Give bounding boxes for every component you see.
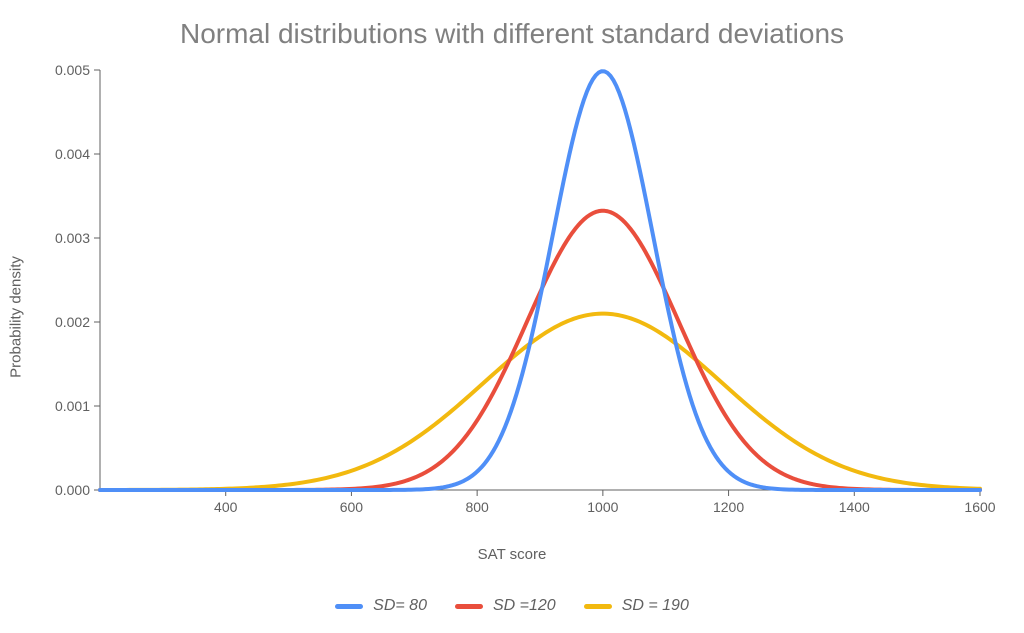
series-line xyxy=(100,314,980,490)
y-tick: 0.005 xyxy=(55,62,100,78)
legend-swatch xyxy=(455,604,483,609)
svg-text:0.003: 0.003 xyxy=(55,230,90,246)
svg-text:1000: 1000 xyxy=(587,499,618,515)
y-tick: 0.001 xyxy=(55,398,100,414)
y-tick: 0.002 xyxy=(55,314,100,330)
x-tick: 1000 xyxy=(587,490,618,515)
svg-text:1600: 1600 xyxy=(964,499,995,515)
svg-text:400: 400 xyxy=(214,499,238,515)
legend-swatch xyxy=(335,604,363,609)
y-axis-label: Probability density xyxy=(8,256,25,378)
y-tick: 0.003 xyxy=(55,230,100,246)
svg-text:0.001: 0.001 xyxy=(55,398,90,414)
legend-label: SD= 80 xyxy=(373,597,427,615)
svg-text:600: 600 xyxy=(340,499,364,515)
y-tick: 0.004 xyxy=(55,146,100,162)
legend-item: SD = 190 xyxy=(584,597,689,615)
svg-text:0.004: 0.004 xyxy=(55,146,90,162)
series-line xyxy=(100,71,980,490)
legend-item: SD= 80 xyxy=(335,597,427,615)
x-tick: 600 xyxy=(340,490,364,515)
series-line xyxy=(100,211,980,490)
x-axis-label: SAT score xyxy=(0,546,1024,563)
x-tick: 800 xyxy=(465,490,489,515)
x-tick: 1200 xyxy=(713,490,744,515)
svg-text:800: 800 xyxy=(465,499,489,515)
x-tick: 400 xyxy=(214,490,238,515)
plot-svg: 0.0000.0010.0020.0030.0040.0054006008001… xyxy=(100,70,980,490)
chart-container: Normal distributions with different stan… xyxy=(0,0,1024,633)
legend: SD= 80 SD =120 SD = 190 xyxy=(0,596,1024,616)
svg-text:1400: 1400 xyxy=(839,499,870,515)
svg-text:0.005: 0.005 xyxy=(55,62,90,78)
y-tick: 0.000 xyxy=(55,482,100,498)
svg-text:0.000: 0.000 xyxy=(55,482,90,498)
x-tick: 1600 xyxy=(964,490,995,515)
legend-item: SD =120 xyxy=(455,597,556,615)
x-tick: 1400 xyxy=(839,490,870,515)
plot-area: 0.0000.0010.0020.0030.0040.0054006008001… xyxy=(100,70,980,490)
svg-text:0.002: 0.002 xyxy=(55,314,90,330)
svg-text:1200: 1200 xyxy=(713,499,744,515)
legend-label: SD =120 xyxy=(493,597,556,615)
chart-title: Normal distributions with different stan… xyxy=(0,18,1024,50)
legend-label: SD = 190 xyxy=(622,597,689,615)
legend-swatch xyxy=(584,604,612,609)
